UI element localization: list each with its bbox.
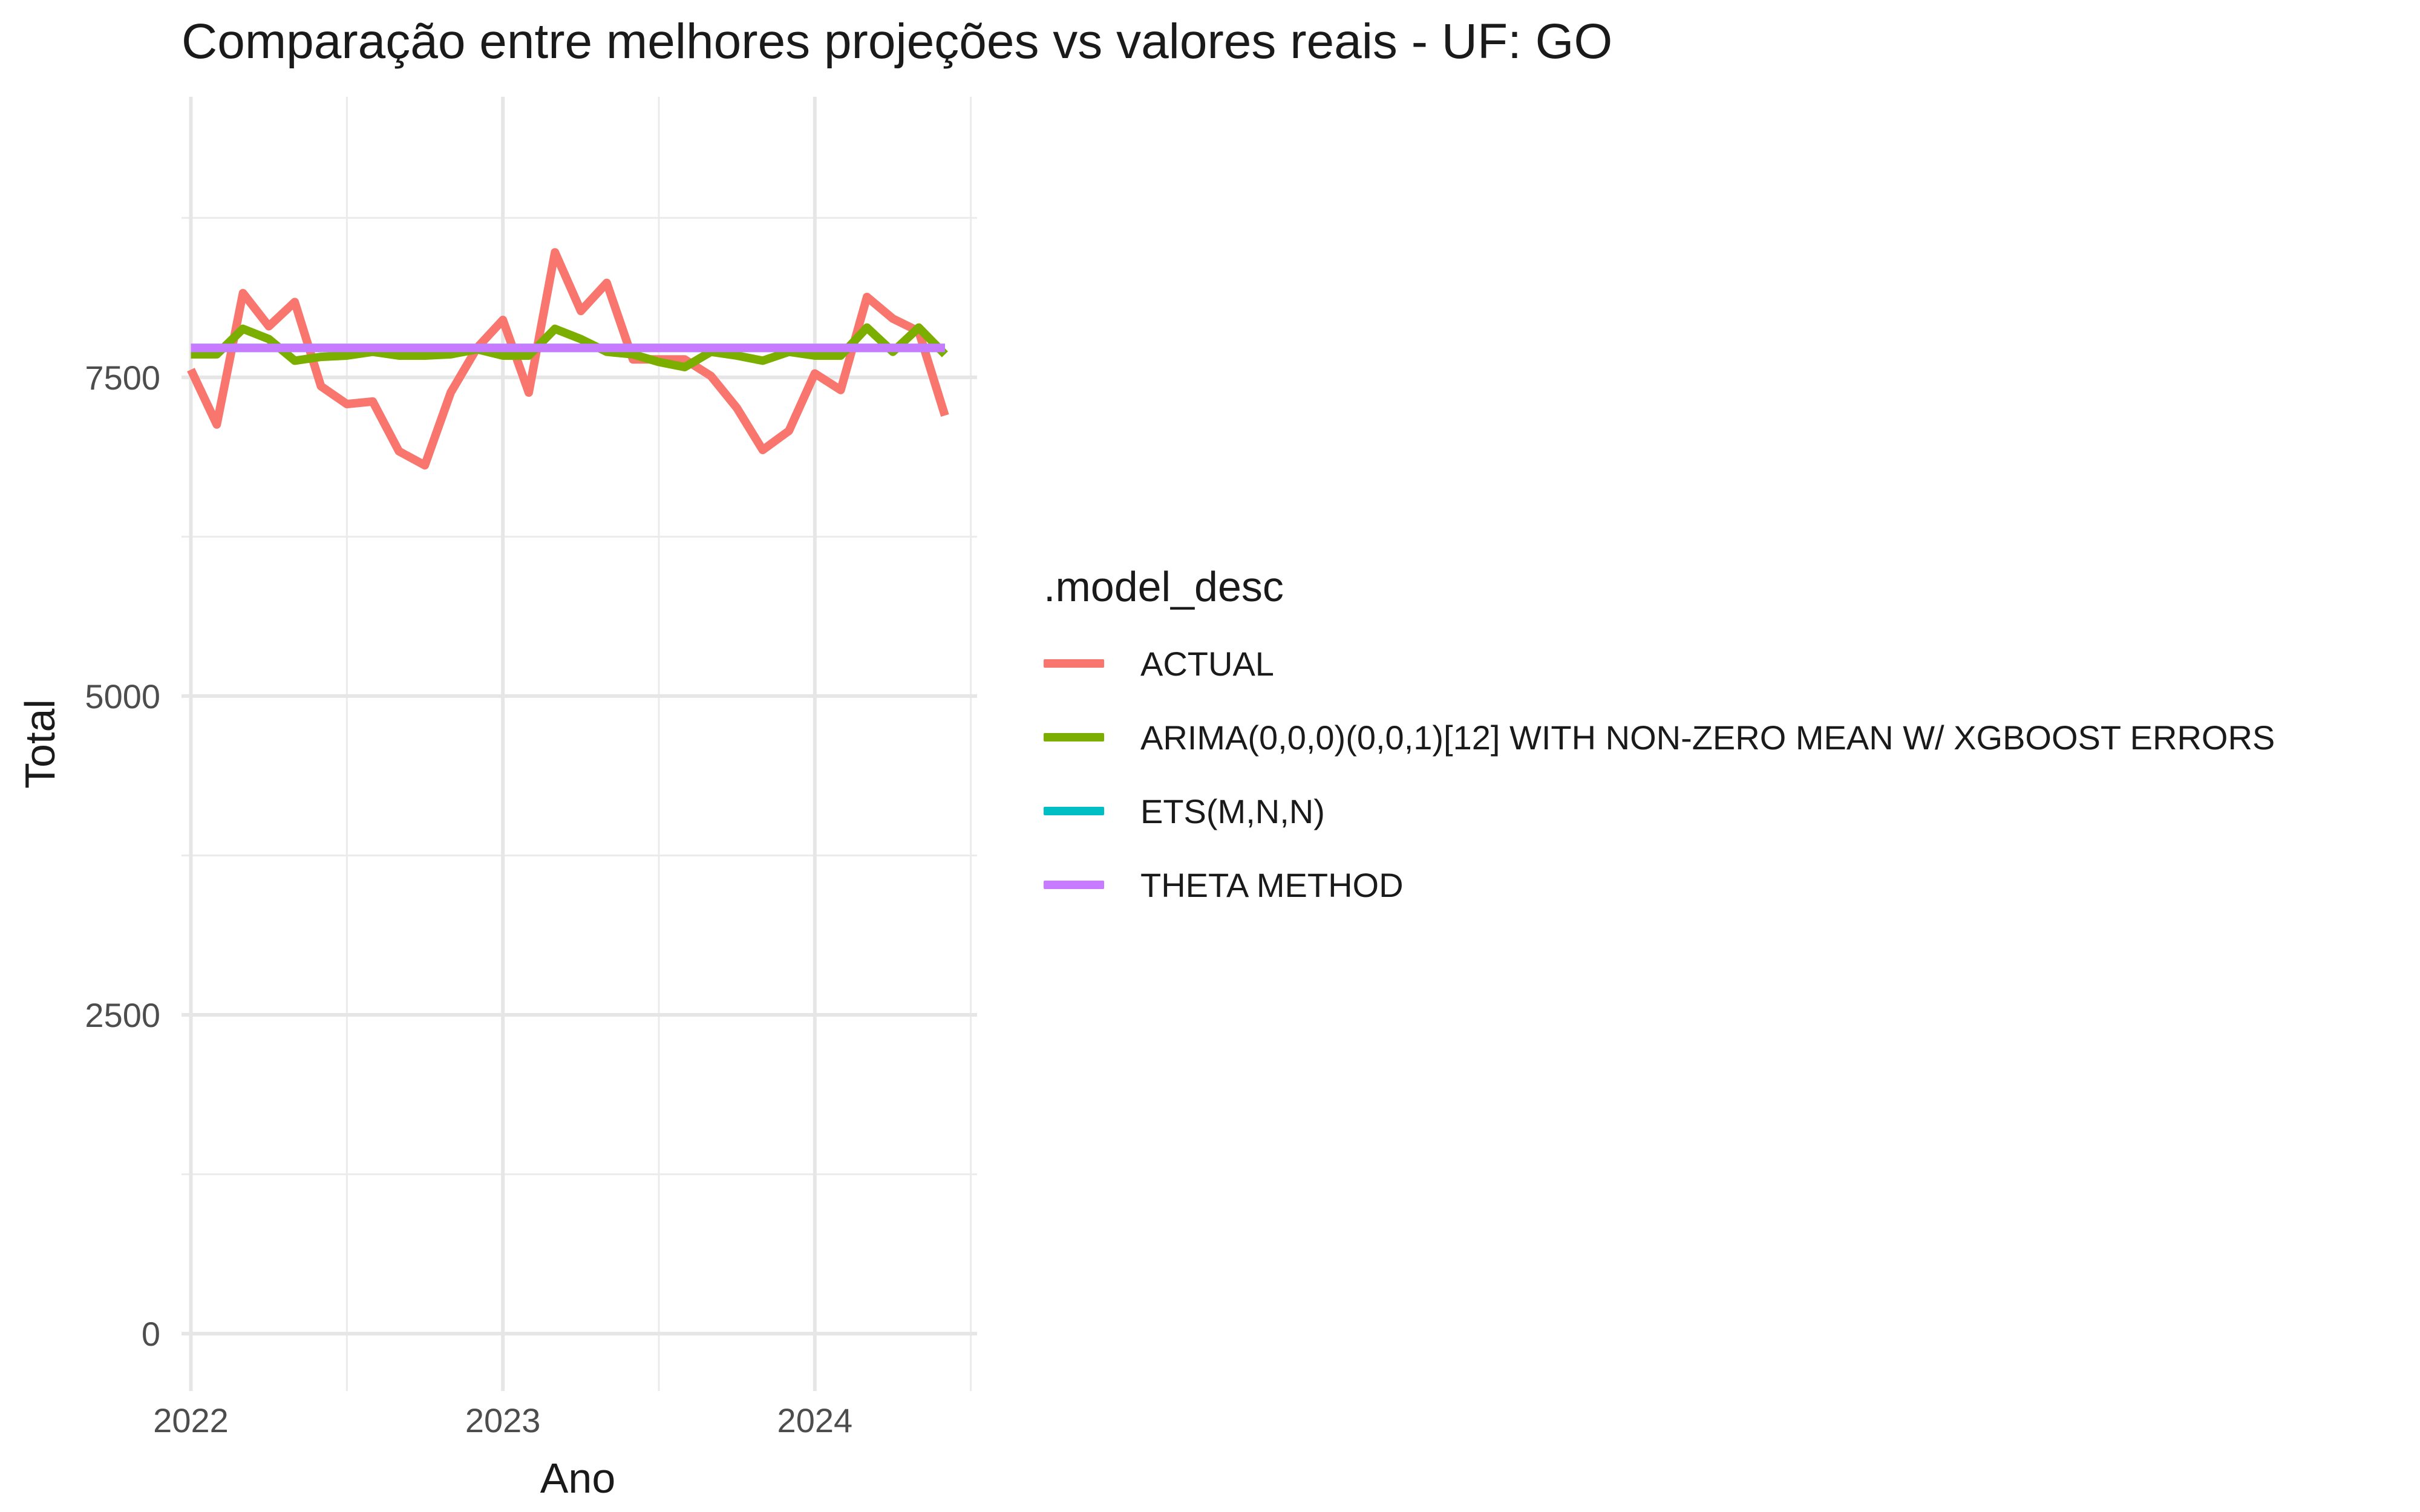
legend-title: .model_desc: [1044, 563, 1284, 610]
legend-key-arima: [1044, 733, 1104, 741]
series-line-0: [187, 248, 949, 470]
minor-gridlines: [182, 97, 977, 1391]
y-tick-label: 7500: [85, 359, 160, 397]
x-axis-title: Ano: [540, 1455, 616, 1502]
x-axis-tick-labels: 2022 2023 2024: [153, 1401, 852, 1439]
x-tick-label: 2022: [153, 1401, 229, 1439]
legend-label-actual: ACTUAL: [1140, 644, 1274, 683]
y-tick-label: 5000: [85, 677, 160, 715]
x-tick-label: 2023: [465, 1401, 541, 1439]
y-axis-tick-labels: 0 2500 5000 7500: [85, 359, 160, 1353]
legend-label-arima: ARIMA(0,0,0)(0,0,1)[12] WITH NON-ZERO ME…: [1140, 718, 2275, 757]
legend-item-arima: ARIMA(0,0,0)(0,0,1)[12] WITH NON-ZERO ME…: [1044, 700, 2275, 774]
legend-item-theta: THETA METHOD: [1044, 848, 2275, 922]
series-line-1: [191, 323, 948, 371]
x-tick-label: 2024: [777, 1401, 853, 1439]
legend-key-actual: [1044, 659, 1104, 668]
legend-item-ets: ETS(M,N,N): [1044, 774, 2275, 848]
legend-key-theta: [1044, 881, 1104, 889]
legend-item-actual: ACTUAL: [1044, 627, 2275, 700]
legend-key-ets: [1044, 807, 1104, 815]
y-axis-title: Total: [16, 699, 64, 789]
legend-label-ets: ETS(M,N,N): [1140, 792, 1325, 830]
y-tick-label: 0: [142, 1315, 160, 1353]
legend: .model_desc ACTUAL ARIMA(0,0,0)(0,0,1)[1…: [1044, 562, 2275, 922]
major-gridlines: [182, 97, 977, 1391]
series-lines: [187, 248, 949, 470]
legend-label-theta: THETA METHOD: [1140, 865, 1404, 904]
chart-title: Comparação entre melhores projeções vs v…: [182, 14, 1613, 69]
y-tick-label: 2500: [85, 996, 160, 1034]
